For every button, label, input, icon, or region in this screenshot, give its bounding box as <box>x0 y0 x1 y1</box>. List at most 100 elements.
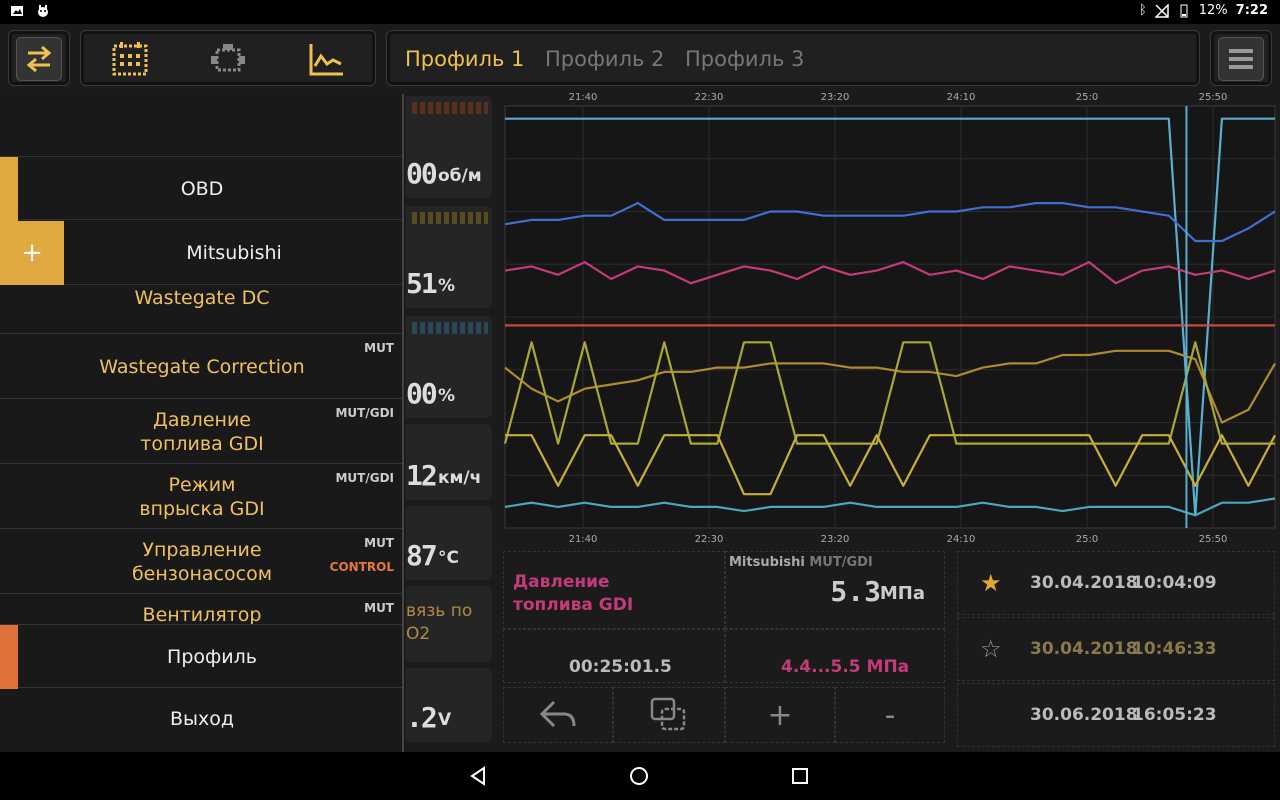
toolbar-menu-box <box>1210 30 1272 86</box>
param-range: 4.4...5.5 МПа <box>781 657 910 677</box>
expand-plus-icon[interactable]: + <box>0 221 64 285</box>
param-info-panel: Давление топлива GDI Mitsubishi MUT/GDI … <box>503 551 945 747</box>
star-filled-icon[interactable]: ★ <box>980 569 1002 597</box>
engine-mode-button[interactable] <box>205 37 251 81</box>
android-debug-icon <box>38 5 48 17</box>
x-tick-label-top: 25:0 <box>1076 92 1098 103</box>
app-main: Профиль 1 Профиль 2 Профиль 3 00 об/м 51… <box>0 24 1280 752</box>
menu-button[interactable] <box>1218 37 1264 81</box>
x-tick-label-top: 23:20 <box>821 92 850 103</box>
overlay-squares-icon <box>650 697 686 731</box>
protocol-tag: MUT <box>364 536 394 550</box>
gauge-throttle[interactable]: 00 % <box>406 316 492 418</box>
engine-icon <box>211 44 245 72</box>
x-tick-label-bottom: 25:0 <box>1076 534 1098 545</box>
drawer-subitem-wastegate-correction[interactable]: MUT Wastegate Correction <box>0 335 402 399</box>
drawer-item-label: Вентилятор <box>142 604 262 625</box>
gauge-unit: об/м <box>438 166 482 186</box>
session-time: 10:04:09 <box>1132 573 1217 593</box>
drawer-subitem-fan[interactable]: MUT Вентилятор <box>0 595 402 625</box>
x-tick-label-top: 21:40 <box>569 92 598 103</box>
battery-icon <box>1180 4 1188 17</box>
session-item[interactable]: ★ 30.04.2018 10:04:09 <box>957 551 1275 615</box>
param-source-tag: MUT/GDI <box>809 555 873 570</box>
protocol-tag: MUT <box>364 341 394 355</box>
gauge-unit: км/ч <box>438 468 482 488</box>
gauge-load[interactable]: 51 % <box>406 206 492 308</box>
series-line-4 <box>504 349 1276 424</box>
no-signal-icon <box>1154 3 1169 18</box>
system-nav-bar <box>0 752 1280 800</box>
drawer-item-exit[interactable]: Выход <box>0 689 402 752</box>
drawer-subitem-wastegate-dc[interactable]: Wastegate DC <box>0 286 402 334</box>
param-source: Mitsubishi MUT/GDI <box>729 555 873 570</box>
drawer-item-label: Режим впрыска GDI <box>139 474 265 520</box>
undo-button[interactable] <box>503 687 613 743</box>
home-circle-icon[interactable] <box>627 764 651 788</box>
series-line-7 <box>504 497 1276 517</box>
dashboard-mode-button[interactable] <box>107 37 153 81</box>
log-chart[interactable]: 21:40 21:40 22:30 22:30 23:20 23:20 24:10 24:10… <box>502 88 1278 548</box>
recents-square-icon[interactable] <box>788 764 812 788</box>
gauge-coolant[interactable]: 87 °C <box>406 506 492 580</box>
series-line-0 <box>505 117 1275 517</box>
session-item[interactable]: ☆ 30.04.2018 10:46:33 <box>957 617 1275 681</box>
param-value: 5.3 <box>830 575 881 608</box>
undo-arrow-icon <box>539 700 576 728</box>
navigation-drawer: OBD + Mitsubishi Wastegate DC MUT Wasteg… <box>0 94 404 752</box>
back-triangle-icon[interactable] <box>466 764 490 788</box>
session-date: 30.06.2018 <box>1030 705 1138 725</box>
drawer-accent <box>0 157 18 221</box>
drawer-subitem-fuel-pressure-gdi[interactable]: MUT/GDI Давление топлива GDI <box>0 400 402 464</box>
drawer-item-label: Mitsubishi <box>186 242 282 264</box>
gauge-voltage[interactable]: .2 V <box>406 668 492 742</box>
gauge-unit: V <box>438 710 452 730</box>
zoom-in-button[interactable]: + <box>725 687 835 743</box>
param-name-cell <box>503 551 725 629</box>
gauge-rpm[interactable]: 00 об/м <box>406 96 492 198</box>
param-name: Давление топлива GDI <box>513 572 634 615</box>
toolbar-swap-box <box>8 30 70 86</box>
x-tick-label-bottom: 21:40 <box>569 534 598 545</box>
x-tick-label-bottom: 22:30 <box>695 534 724 545</box>
drawer-item-label: Wastegate Correction <box>99 356 305 378</box>
tab-profile-1[interactable]: Профиль 1 <box>405 47 525 71</box>
drawer-item-profile[interactable]: Профиль <box>0 624 402 689</box>
gauge-bar <box>412 322 488 334</box>
gauge-o2-status[interactable]: вязь по O2 <box>406 586 492 662</box>
param-source-brand: Mitsubishi <box>729 555 805 570</box>
gauge-value: 12 <box>406 459 438 492</box>
chart-icon <box>309 44 343 76</box>
drawer-item-mitsubishi[interactable]: + Mitsubishi <box>0 221 402 285</box>
gauge-unit: °C <box>438 548 459 568</box>
drawer-item-label: Управление бензонасосом <box>131 539 273 585</box>
gauge-status-text: вязь по O2 <box>406 601 473 644</box>
gauge-speed[interactable]: 12 км/ч <box>406 424 492 500</box>
param-unit: МПа <box>879 583 925 604</box>
chart-mode-button[interactable] <box>303 37 349 81</box>
tab-profile-2[interactable]: Профиль 2 <box>545 47 665 71</box>
drawer-subitem-fuel-pump-control[interactable]: MUT CONTROL Управление бензонасосом <box>0 530 402 594</box>
session-item[interactable]: 30.06.2018 16:05:23 <box>957 683 1275 747</box>
toolbar-modes-box <box>80 30 376 86</box>
series-line-2 <box>504 261 1276 285</box>
overlay-button[interactable] <box>613 687 725 743</box>
protocol-tag: MUT <box>364 601 394 615</box>
drawer-item-obd[interactable]: OBD <box>0 156 402 221</box>
x-tick-label-bottom: 25:50 <box>1199 534 1228 545</box>
drawer-item-label: Wastegate DC <box>134 287 270 309</box>
zoom-out-button[interactable]: - <box>835 687 945 743</box>
series-line-6 <box>505 434 1276 496</box>
control-tag: CONTROL <box>329 560 394 574</box>
cursor-time: 00:25:01.5 <box>569 657 672 677</box>
star-outline-icon[interactable]: ☆ <box>980 635 1002 663</box>
clock: 7:22 <box>1235 3 1268 18</box>
tab-profile-3[interactable]: Профиль 3 <box>685 47 805 71</box>
x-tick-label-top: 22:30 <box>695 92 724 103</box>
x-tick-label-bottom: 24:10 <box>947 534 976 545</box>
x-tick-label-top: 24:10 <box>947 92 976 103</box>
chart-panel[interactable]: 21:40 21:40 22:30 22:30 23:20 23:20 24:10 24:10… <box>502 88 1278 548</box>
drawer-subitem-injection-mode-gdi[interactable]: MUT/GDI Режим впрыска GDI <box>0 465 402 529</box>
bluetooth-icon: ᛒ <box>1138 3 1147 18</box>
swap-button[interactable] <box>16 37 62 81</box>
